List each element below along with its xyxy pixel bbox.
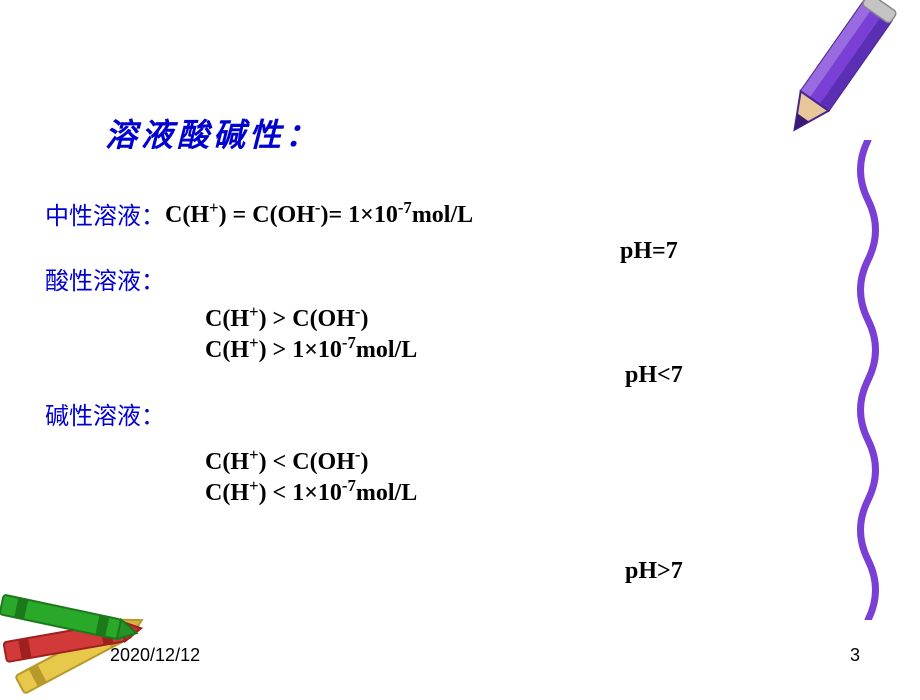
neutral-label: 中性溶液： (45, 196, 165, 231)
neutral-formula: C(H+) = C(OH-)= 1×10-7mol/L (165, 198, 473, 229)
basic-formula1: C(H+) < C(OH-) (205, 445, 880, 476)
basic-block: 碱性溶液： C(H+) < C(OH-) C(H+) < 1×10-7mol/L (45, 396, 880, 507)
slide-title: 溶液酸碱性： (105, 110, 880, 156)
squiggle-decoration-icon (848, 140, 888, 620)
acidic-ph: pH<7 (625, 362, 683, 389)
acidic-block: 酸性溶液： C(H+) > C(OH-) C(H+) > 1×10-7mol/L (45, 261, 880, 364)
footer-page: 3 (850, 645, 860, 666)
neutral-block: 中性溶液： C(H+) = C(OH-)= 1×10-7mol/L (45, 196, 880, 231)
acidic-formula1: C(H+) > C(OH-) (205, 302, 880, 333)
basic-ph: pH>7 (625, 558, 683, 585)
basic-formula2: C(H+) < 1×10-7mol/L (205, 476, 880, 507)
neutral-ph: pH=7 (620, 238, 678, 265)
acidic-label: 酸性溶液： (45, 261, 165, 296)
crayons-decoration-icon (0, 550, 160, 700)
acidic-formula2: C(H+) > 1×10-7mol/L (205, 333, 880, 364)
basic-label: 碱性溶液： (45, 396, 165, 431)
pencil-decoration-icon (770, 0, 910, 160)
